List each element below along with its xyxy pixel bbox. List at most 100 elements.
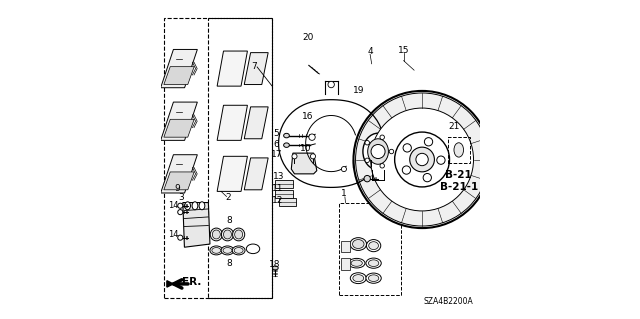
Polygon shape	[244, 107, 268, 139]
Polygon shape	[183, 203, 210, 247]
Circle shape	[356, 93, 488, 226]
Text: 8: 8	[226, 259, 232, 268]
Circle shape	[328, 81, 334, 88]
Ellipse shape	[353, 240, 364, 249]
Ellipse shape	[211, 228, 222, 241]
Bar	[340, 241, 350, 252]
Polygon shape	[161, 49, 197, 88]
Polygon shape	[167, 281, 173, 287]
Bar	[340, 258, 350, 270]
Text: 14: 14	[168, 201, 179, 210]
Text: 13: 13	[273, 172, 284, 181]
Circle shape	[423, 174, 431, 182]
Ellipse shape	[246, 244, 260, 254]
Circle shape	[365, 140, 369, 145]
Text: FR.: FR.	[182, 277, 202, 287]
Polygon shape	[217, 105, 248, 140]
Text: B-21-1: B-21-1	[440, 182, 478, 192]
Polygon shape	[217, 51, 248, 86]
Bar	[447, 137, 470, 163]
Ellipse shape	[232, 246, 245, 255]
Ellipse shape	[210, 246, 223, 255]
Circle shape	[364, 175, 371, 182]
Text: 19: 19	[353, 86, 365, 95]
Ellipse shape	[369, 242, 378, 249]
Polygon shape	[164, 172, 194, 190]
Ellipse shape	[284, 143, 289, 147]
Bar	[275, 180, 293, 188]
Polygon shape	[291, 153, 317, 174]
Text: 3: 3	[179, 193, 184, 202]
Text: 20: 20	[302, 33, 314, 42]
Circle shape	[380, 135, 385, 139]
Ellipse shape	[212, 248, 221, 253]
Bar	[278, 198, 296, 206]
Ellipse shape	[212, 230, 220, 239]
Ellipse shape	[351, 260, 362, 266]
Text: 9: 9	[175, 184, 180, 193]
Ellipse shape	[366, 258, 381, 268]
Polygon shape	[161, 102, 197, 140]
Text: 14: 14	[168, 230, 179, 239]
Polygon shape	[244, 53, 268, 85]
Ellipse shape	[273, 266, 278, 270]
Ellipse shape	[234, 248, 243, 253]
Circle shape	[403, 144, 412, 152]
Ellipse shape	[185, 202, 191, 210]
Circle shape	[309, 134, 316, 140]
Ellipse shape	[199, 202, 205, 210]
Circle shape	[365, 158, 369, 163]
Circle shape	[310, 154, 316, 159]
Text: 15: 15	[398, 46, 410, 55]
Circle shape	[395, 132, 449, 187]
Text: B-21: B-21	[445, 170, 472, 181]
Ellipse shape	[192, 202, 198, 210]
Circle shape	[436, 156, 445, 164]
Circle shape	[292, 154, 297, 159]
Circle shape	[178, 203, 183, 208]
Ellipse shape	[363, 133, 393, 170]
Ellipse shape	[366, 273, 381, 283]
Circle shape	[353, 91, 491, 228]
Circle shape	[416, 153, 428, 166]
Circle shape	[389, 149, 394, 154]
Ellipse shape	[221, 246, 234, 255]
Circle shape	[178, 210, 183, 215]
Text: 7: 7	[251, 63, 257, 71]
Bar	[164, 18, 272, 298]
Ellipse shape	[368, 139, 388, 164]
Circle shape	[410, 147, 435, 172]
Ellipse shape	[369, 275, 379, 281]
Text: 18: 18	[269, 260, 280, 269]
Ellipse shape	[369, 260, 379, 266]
Text: 21: 21	[449, 122, 460, 130]
Ellipse shape	[235, 230, 243, 239]
Circle shape	[371, 108, 474, 211]
Circle shape	[380, 164, 385, 168]
Ellipse shape	[221, 228, 234, 241]
Text: 10: 10	[300, 144, 312, 153]
Bar	[339, 203, 401, 295]
Ellipse shape	[232, 228, 244, 241]
Text: SZA4B2200A: SZA4B2200A	[424, 297, 473, 306]
Polygon shape	[217, 156, 248, 191]
Text: 17: 17	[271, 150, 282, 159]
Text: 4: 4	[367, 47, 373, 56]
Text: 12: 12	[272, 196, 284, 204]
Circle shape	[341, 167, 346, 172]
Polygon shape	[164, 119, 194, 137]
Polygon shape	[244, 158, 268, 190]
Circle shape	[371, 145, 385, 159]
Ellipse shape	[350, 273, 366, 284]
Ellipse shape	[353, 275, 364, 282]
Text: 8: 8	[226, 216, 232, 225]
Text: 16: 16	[303, 112, 314, 121]
Circle shape	[178, 235, 183, 240]
Text: 1: 1	[341, 189, 347, 198]
Ellipse shape	[284, 133, 289, 138]
Polygon shape	[164, 67, 194, 85]
Text: 2: 2	[226, 193, 231, 202]
Polygon shape	[161, 155, 197, 193]
Circle shape	[403, 166, 411, 174]
Text: 6: 6	[273, 140, 279, 149]
